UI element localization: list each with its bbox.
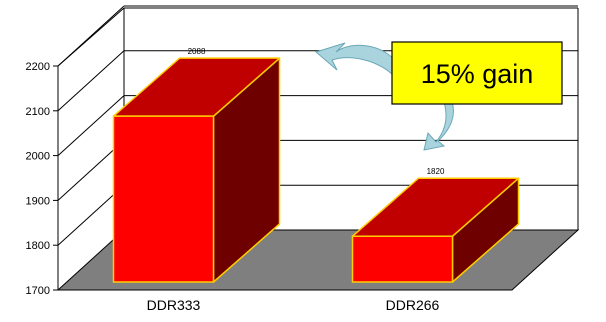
bar-front-ddr266 [351,235,454,283]
data-label-ddr333: 2088 [188,47,206,56]
labels: 2088 DDR333 1820 DDR266 [147,47,445,313]
gain-callout: 15% gain [314,41,563,151]
y-tick-label: 2100 [26,106,50,118]
y-tick-label: 2200 [26,61,50,73]
gridline-diagonal [57,95,125,156]
y-tick-label: 1700 [26,285,50,297]
data-label-ddr266: 1820 [427,167,445,176]
bar-front-ddr333 [112,115,215,283]
x-category-label-ddr266: DDR266 [386,297,440,313]
gridline-diagonal [57,50,125,112]
callout-box [391,41,563,105]
axes [57,66,512,291]
curved-arrow-upper [314,42,399,75]
y-tick-label: 1800 [26,240,50,252]
bars [112,57,520,283]
gridline-diagonal-top [57,7,125,67]
curved-arrow-lower [423,101,454,151]
callout-text: 15% gain [421,59,534,89]
y-axis-ticks: 1700 1800 1900 2000 2100 2200 [26,61,58,297]
y-tick-label: 2000 [26,151,50,163]
x-category-label-ddr333: DDR333 [147,297,201,313]
y-tick-label: 1900 [26,195,50,207]
